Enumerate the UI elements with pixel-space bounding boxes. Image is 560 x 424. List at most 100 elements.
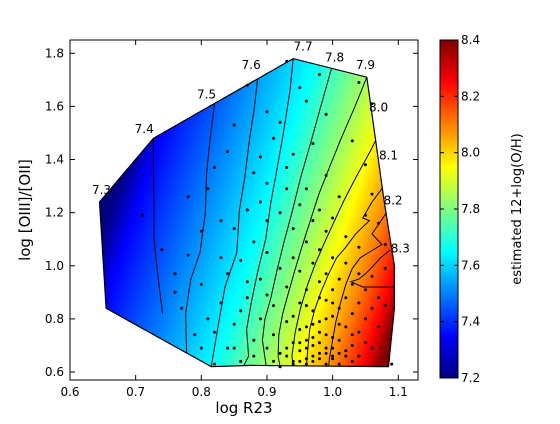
scatter-point xyxy=(311,344,315,347)
scatter-point xyxy=(265,181,269,185)
scatter-point xyxy=(298,269,302,273)
x-tick-label: 1.0 xyxy=(323,385,342,399)
scatter-point xyxy=(383,243,387,246)
scatter-point xyxy=(213,330,216,334)
scatter-point xyxy=(272,333,275,337)
scatter-point xyxy=(350,333,354,337)
colorbar-tick-label: 8.4 xyxy=(461,33,480,47)
scatter-point xyxy=(383,304,387,308)
scatter-point xyxy=(357,301,361,305)
scatter-point xyxy=(344,261,348,265)
scatter-point xyxy=(173,272,177,276)
scatter-point xyxy=(278,211,282,215)
scatter-point xyxy=(318,248,321,252)
x-tick-label: 0.7 xyxy=(126,385,145,399)
scatter-point xyxy=(304,357,308,361)
scatter-point xyxy=(265,293,269,297)
scatter-point xyxy=(226,272,230,276)
colorbar-tick-label: 7.4 xyxy=(461,315,480,329)
scatter-point xyxy=(357,81,361,84)
scatter-point xyxy=(364,213,367,217)
x-tick-label: 1.1 xyxy=(389,385,408,399)
scatter-point xyxy=(331,354,335,358)
scatter-point xyxy=(291,256,295,260)
scatter-point xyxy=(245,296,249,300)
scatter-point xyxy=(304,187,308,191)
scatter-point xyxy=(324,362,328,366)
contour-label-7-4: 7.4 xyxy=(135,122,154,136)
contour-label-8-2: 8.2 xyxy=(383,194,402,208)
scatter-point xyxy=(390,362,394,366)
scatter-point xyxy=(331,314,335,318)
contour-line-8-2 xyxy=(328,212,387,367)
scatter-point xyxy=(324,229,328,233)
y-axis-label: log [OIII]/[OII] xyxy=(16,159,34,261)
hull-boundary xyxy=(98,57,395,368)
scatter-point xyxy=(357,330,361,334)
scatter-point xyxy=(265,219,269,223)
scatter-point xyxy=(331,346,335,350)
scatter-point xyxy=(186,195,190,199)
scatter-point xyxy=(377,221,381,225)
scatter-point xyxy=(324,351,328,355)
scatter-point xyxy=(318,208,321,212)
scatter-point xyxy=(311,142,315,146)
contour-label-8-3: 8.3 xyxy=(391,242,410,256)
scatter-point xyxy=(278,351,282,355)
x-tick-label: 0.9 xyxy=(257,385,276,399)
scatter-point xyxy=(324,272,328,276)
x-tick-label: 0.6 xyxy=(60,385,79,399)
scatter-point xyxy=(304,304,308,308)
x-axis-ticks: 0.6 0.7 0.8 0.9 1.0 1.1 xyxy=(60,40,408,399)
scatter-point xyxy=(291,362,295,366)
scatter-point xyxy=(291,227,295,231)
scatter-point xyxy=(304,338,308,342)
scatter-point xyxy=(258,317,262,321)
scatter-point xyxy=(239,259,243,262)
scatter-point xyxy=(226,150,230,154)
scatter-point xyxy=(285,346,289,350)
scatter-point xyxy=(370,192,374,196)
scatter-point xyxy=(285,187,289,191)
scatter-point xyxy=(213,362,216,366)
contour-line-7-7 xyxy=(242,58,294,367)
scatter-point xyxy=(324,112,328,116)
scatter-point xyxy=(304,362,308,366)
scatter-point xyxy=(232,123,236,127)
scatter-point xyxy=(258,155,262,159)
scatter-points xyxy=(140,59,394,369)
scatter-point xyxy=(245,83,249,87)
scatter-point xyxy=(232,227,236,231)
scatter-point xyxy=(285,166,289,169)
scatter-point xyxy=(324,298,328,302)
scatter-point xyxy=(199,229,203,233)
scatter-point xyxy=(377,325,381,329)
scatter-point xyxy=(173,290,177,294)
scatter-point xyxy=(252,240,256,244)
scatter-point xyxy=(265,346,269,350)
colorbar-tick-label: 7.6 xyxy=(461,258,480,272)
contour-label-7-5: 7.5 xyxy=(197,87,216,101)
y-tick-label: 1.8 xyxy=(45,46,64,60)
scatter-point xyxy=(318,341,321,345)
colorbar-tick-label: 8.0 xyxy=(461,146,480,160)
scatter-point xyxy=(206,317,210,321)
colorbar-label: estimated 12+log(O/H) xyxy=(510,133,525,284)
scatter-point xyxy=(272,136,275,140)
scatter-point xyxy=(344,349,348,353)
scatter-point xyxy=(324,174,328,177)
contour-labels: 7.3 7.4 7.5 7.6 7.7 7.8 7.9 8.0 8.1 8.2 8.3 xyxy=(92,40,410,256)
contour-line-7-9 xyxy=(277,77,368,367)
scatter-point xyxy=(337,277,341,281)
scatter-point xyxy=(318,296,321,300)
scatter-point xyxy=(304,288,308,292)
colorbar-tick-label: 8.2 xyxy=(461,89,480,103)
colorbar: 7.2 7.4 7.6 7.8 8.0 8.2 8.4 estimated 12+log(O… xyxy=(439,33,525,385)
scatter-point xyxy=(350,344,354,347)
scatter-point xyxy=(239,309,243,313)
scatter-point xyxy=(193,333,197,337)
y-axis-ticks: 0.6 0.8 1.0 1.2 1.4 1.6 1.8 xyxy=(45,46,418,379)
scatter-point xyxy=(298,301,302,305)
contour-line-8-0 xyxy=(291,127,383,367)
scatter-point xyxy=(265,110,269,114)
